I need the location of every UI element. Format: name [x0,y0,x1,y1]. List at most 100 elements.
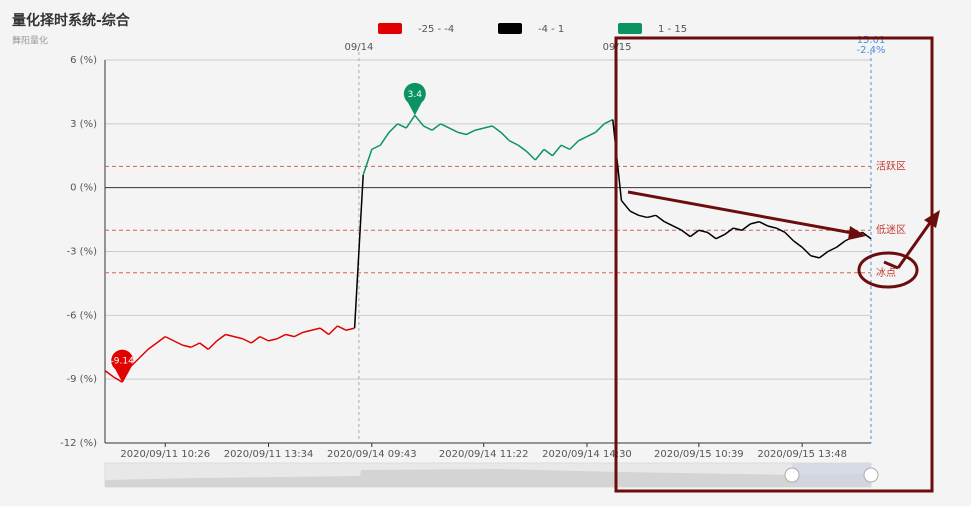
line-segment [423,125,433,131]
slider-handle[interactable] [784,467,800,483]
line-segment [294,331,304,338]
line-segment [707,231,717,240]
chart-title: 量化择时系统-综合 [12,12,131,29]
line-segment [276,333,287,340]
line-segment [560,144,571,151]
x-tick-label: 2020/09/14 11:22 [439,449,529,460]
slider-window [792,463,871,487]
line-segment [793,240,803,248]
line-segment [664,221,674,227]
line-segment [620,199,631,212]
line-segment [715,233,726,240]
line-segment [285,333,295,338]
line-segment [156,336,166,344]
line-segment [818,250,829,259]
day-label: 09/14 [344,42,373,53]
line-segment [414,114,425,127]
line-segment [448,127,459,134]
line-segment [216,333,226,342]
line-segment [225,333,235,338]
line-segment [534,148,545,161]
line-segment [741,223,751,231]
highlight-box [614,36,934,493]
pin [403,82,426,116]
legend-swatch [498,23,522,34]
line-segment [397,123,407,129]
y-tick-label: -9 (%) [67,374,98,385]
line-segment [595,123,605,133]
y-tick-label: -12 (%) [60,438,97,449]
line-segment [655,214,665,223]
line-segment [586,131,596,138]
arrow-head [924,210,940,228]
pin-label: -9.14 [111,357,135,367]
x-tick-label: 2020/09/11 13:34 [224,449,314,460]
line-segment [483,125,493,129]
arrow [896,219,934,269]
line-segment [569,140,579,150]
line-segment [164,335,175,342]
mark-line-label: 低迷区 [876,223,906,236]
line-segment [311,327,321,331]
x-tick-label: 2020/09/15 10:39 [654,449,744,460]
line-segment [810,255,820,259]
y-tick-label: 0 (%) [70,183,97,194]
line-segment [259,335,269,342]
chart-subtitle: 舞阳量化 [12,35,48,47]
line-segment [345,327,355,331]
mark-line-label: 活跃区 [876,160,906,172]
legend-label: 1 - 15 [658,24,687,35]
line-segment [629,210,639,217]
line-segment [647,214,657,219]
line-segment [474,127,484,131]
line-segment [578,135,588,142]
line-segment [861,231,872,240]
line-segment [827,246,837,253]
line-segment [173,340,183,346]
line-segment [138,348,149,359]
line-segment [121,366,132,383]
line-segment [517,144,528,153]
line-segment [250,336,261,344]
line-segment [491,125,502,133]
line-segment [302,329,312,334]
annotation [614,36,940,493]
line-segment [379,131,390,146]
pin [111,349,134,383]
line-segment [388,123,399,133]
line-segment [268,338,278,342]
zoom-slider[interactable] [104,462,879,488]
line-segment [672,225,682,231]
arrow [883,260,899,270]
line-segment [509,140,519,146]
slider-shadow [105,469,871,487]
legend-label: -25 - -4 [418,24,454,35]
line-segment [431,123,442,131]
line-segment [603,118,614,125]
line-segment [767,225,777,229]
y-tick-label: 3 (%) [70,119,97,130]
line-segment [199,342,209,350]
line-segment [371,144,381,151]
line-segment [405,114,416,129]
line-segment [775,227,786,234]
y-tick-label: -6 (%) [67,310,98,321]
line-segment [638,214,648,219]
line-segment [362,149,373,176]
line-segment [500,131,511,142]
line-segment [526,150,536,161]
line-segment [233,335,243,340]
line-segment [113,376,123,383]
x-tick-label: 2020/09/14 09:43 [327,449,417,460]
line-segment [104,370,115,378]
line-segment [147,342,158,350]
line-segment [182,344,192,348]
line-segment [551,144,562,157]
line-segment [440,123,450,129]
slider-handle[interactable] [863,467,879,483]
line-segment [689,229,700,238]
line-segment [698,229,708,234]
line-segment [801,246,812,257]
last-value-label: -2.4% [856,45,885,56]
